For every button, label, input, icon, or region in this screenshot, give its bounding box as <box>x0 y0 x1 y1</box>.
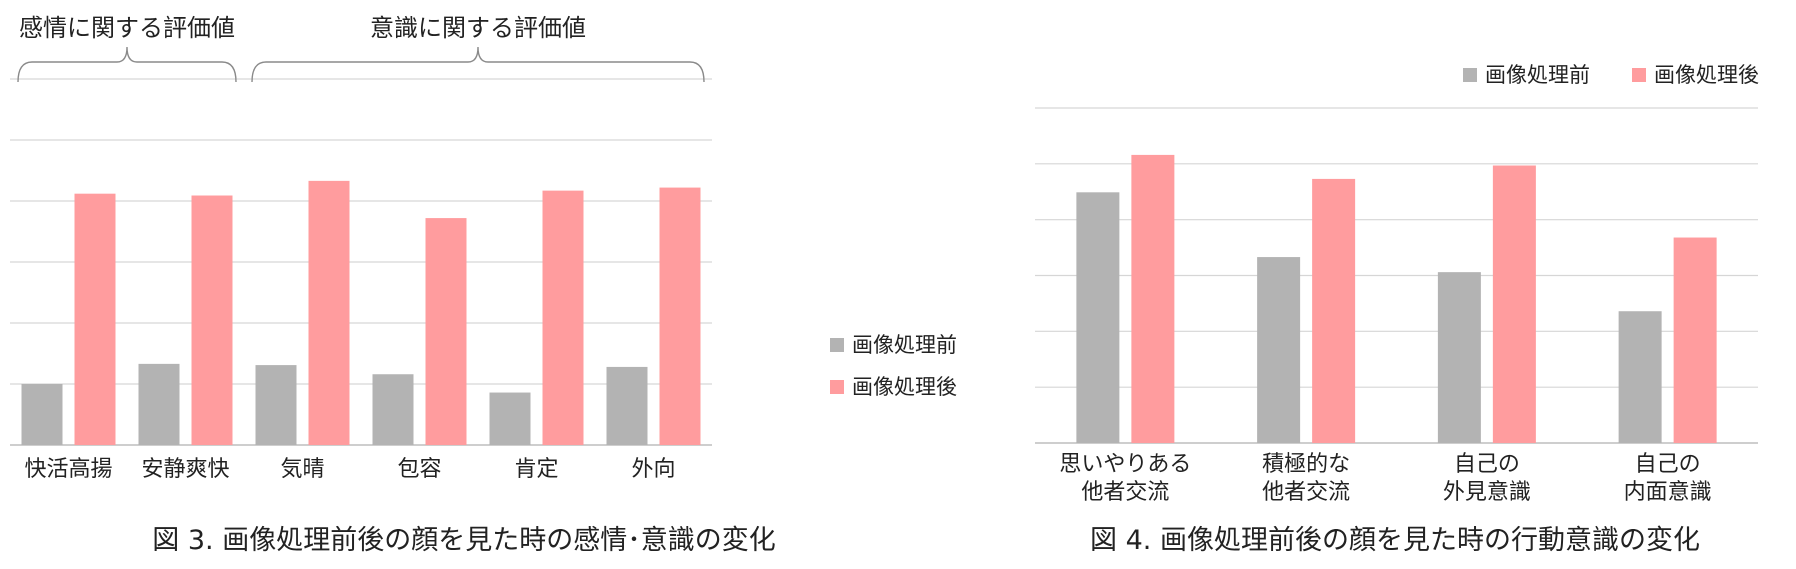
bar-after <box>1673 237 1717 443</box>
bar-before <box>372 374 414 445</box>
bar-before <box>1257 257 1301 443</box>
legend-swatch <box>1463 68 1477 82</box>
x-tick-label: 包容 <box>397 457 441 482</box>
group-brace <box>17 46 237 83</box>
x-tick-label: 内面意識 <box>1624 480 1712 505</box>
legend-swatch <box>830 380 844 394</box>
bar-before <box>21 384 63 445</box>
legend-label: 画像処理前 <box>1485 63 1590 87</box>
legend-swatch <box>830 338 844 352</box>
x-tick-label: 積極的な <box>1262 452 1350 477</box>
legend-swatch <box>1632 68 1646 82</box>
x-tick-label: 他者交流 <box>1262 480 1350 505</box>
chart-emotion-awareness: 感情に関する評価値 意識に関する評価値 快活高揚 安静爽快 気晴 包容 肯定 外向 画像処理… <box>10 14 957 556</box>
group-brace <box>251 46 705 83</box>
legend-label: 画像処理後 <box>1654 63 1759 87</box>
x-tick-label: 気晴 <box>280 457 324 482</box>
bar-after <box>1131 154 1175 443</box>
bar-before <box>489 392 531 445</box>
bar-before <box>1437 272 1481 443</box>
x-tick-label: 自己の <box>1454 452 1520 477</box>
bar-before <box>1618 311 1662 443</box>
bar-after <box>308 180 350 445</box>
x-tick-label: 思いやりある <box>1059 452 1191 477</box>
bars <box>21 180 701 445</box>
group-label: 意識に関する評価値 <box>370 14 586 42</box>
gridlines <box>10 78 712 446</box>
bar-after <box>191 195 233 445</box>
legend: 画像処理前 画像処理後 <box>1463 63 1759 87</box>
x-tick-label: 安静爽快 <box>141 457 229 482</box>
x-tick-labels: 快活高揚 安静爽快 気晴 包容 肯定 外向 <box>24 457 675 482</box>
group-braces: 感情に関する評価値 意識に関する評価値 <box>17 14 705 83</box>
bar-after <box>74 193 116 445</box>
x-tick-label: 外向 <box>631 457 675 482</box>
bar-after <box>659 187 701 445</box>
bar-after <box>1492 165 1536 443</box>
x-tick-label: 肯定 <box>514 457 558 482</box>
legend-label: 画像処理前 <box>852 333 957 357</box>
x-tick-label: 外見意識 <box>1443 480 1531 505</box>
bar-after <box>542 190 584 445</box>
bar-before <box>1076 192 1120 443</box>
bar-after <box>425 218 467 445</box>
bar-after <box>1312 178 1356 444</box>
group-label: 感情に関する評価値 <box>19 14 235 42</box>
figure-caption: 図 3. 画像処理前後の顔を見た時の感情･意識の変化 <box>152 525 775 556</box>
x-tick-label: 他者交流 <box>1081 480 1169 505</box>
figure-caption: 図 4. 画像処理前後の顔を見た時の行動意識の変化 <box>1090 525 1700 556</box>
bars <box>1076 154 1717 444</box>
bar-before <box>255 365 297 445</box>
x-tick-label: 快活高揚 <box>24 457 112 482</box>
bar-before <box>138 363 180 445</box>
x-tick-label: 自己の <box>1635 452 1701 477</box>
legend-label: 画像処理後 <box>852 375 957 399</box>
bar-before <box>606 366 648 445</box>
